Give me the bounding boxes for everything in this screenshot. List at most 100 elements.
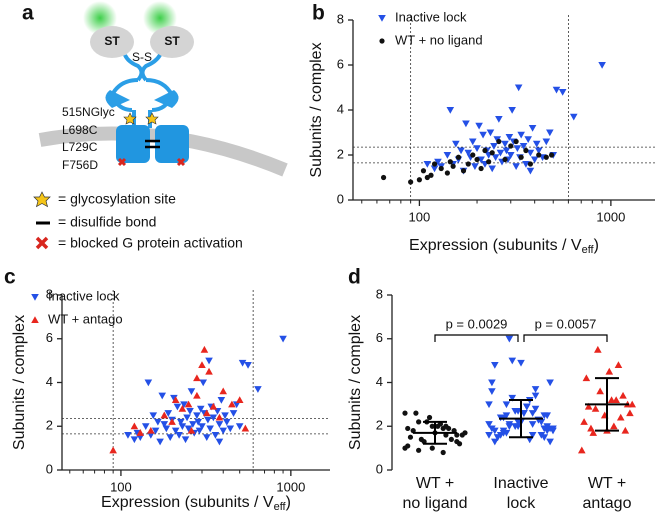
significance-bracket bbox=[523, 334, 608, 342]
point bbox=[440, 449, 446, 456]
x-tick-label: WT + bbox=[588, 475, 626, 492]
point bbox=[501, 140, 509, 148]
point bbox=[407, 434, 414, 440]
point bbox=[513, 145, 522, 153]
point bbox=[591, 404, 600, 412]
point bbox=[610, 422, 618, 430]
point bbox=[184, 400, 193, 408]
y-tick-label: 6 bbox=[46, 330, 53, 345]
point bbox=[209, 414, 218, 422]
point bbox=[491, 438, 499, 446]
point bbox=[109, 446, 117, 454]
point bbox=[219, 427, 228, 435]
point bbox=[532, 140, 541, 148]
x-tick-label: Inactive bbox=[493, 475, 548, 492]
point bbox=[508, 357, 517, 365]
x-label-main: Expression (subunits / V bbox=[101, 494, 274, 511]
point bbox=[416, 447, 422, 453]
point bbox=[219, 387, 228, 395]
point bbox=[193, 412, 201, 420]
point bbox=[478, 165, 484, 172]
point bbox=[511, 423, 519, 431]
point bbox=[193, 374, 201, 382]
x-axis-label: Expression (subunits / Veff) bbox=[409, 237, 599, 256]
y-tick-label: 2 bbox=[337, 146, 344, 161]
point bbox=[619, 391, 627, 399]
point bbox=[470, 152, 476, 158]
point bbox=[616, 413, 625, 421]
panel-label: b bbox=[312, 2, 325, 25]
point bbox=[542, 138, 551, 146]
point bbox=[473, 145, 481, 153]
point bbox=[543, 154, 549, 160]
point bbox=[429, 423, 435, 429]
point bbox=[523, 403, 531, 411]
point bbox=[496, 138, 502, 145]
point bbox=[569, 113, 578, 121]
point bbox=[549, 425, 557, 433]
legend-text: = disulfide bond bbox=[58, 214, 156, 230]
point bbox=[546, 438, 554, 446]
point bbox=[149, 412, 158, 420]
blocked-g bbox=[176, 157, 186, 167]
mutation-label: F756D bbox=[62, 158, 98, 172]
point bbox=[232, 401, 241, 409]
p-value: p = 0.0057 bbox=[535, 316, 597, 331]
y-tick-label: 2 bbox=[46, 418, 53, 433]
point bbox=[607, 396, 616, 403]
point bbox=[589, 429, 598, 436]
point bbox=[598, 62, 606, 69]
point bbox=[147, 432, 155, 439]
point bbox=[475, 122, 483, 130]
point bbox=[405, 425, 411, 432]
point bbox=[180, 401, 188, 409]
bond-label: S-S bbox=[132, 50, 152, 64]
point bbox=[526, 167, 535, 175]
point bbox=[465, 161, 471, 167]
point bbox=[154, 418, 162, 426]
point bbox=[543, 423, 551, 431]
y-tick-label: 4 bbox=[376, 374, 383, 389]
point bbox=[176, 418, 185, 426]
point bbox=[413, 410, 419, 416]
legend-text: = blocked G protein activation bbox=[58, 235, 243, 251]
legend-label: Inactive lock bbox=[395, 9, 467, 24]
point bbox=[528, 421, 537, 428]
x-label-sub: eff bbox=[582, 244, 595, 256]
lobe bbox=[154, 90, 179, 108]
point bbox=[462, 430, 468, 436]
y-tick-label: 2 bbox=[376, 418, 383, 433]
transmembrane-domain bbox=[116, 125, 150, 163]
point bbox=[202, 434, 211, 441]
point bbox=[587, 424, 595, 432]
point bbox=[488, 388, 496, 396]
point bbox=[199, 379, 208, 387]
point bbox=[448, 436, 454, 442]
point bbox=[528, 125, 537, 132]
point bbox=[136, 434, 145, 441]
point bbox=[423, 161, 432, 168]
point bbox=[416, 177, 423, 183]
legend-label: Inactive lock bbox=[48, 288, 120, 303]
domain-label: ST bbox=[104, 34, 120, 48]
point bbox=[580, 418, 588, 425]
point bbox=[147, 426, 155, 434]
point bbox=[531, 386, 540, 393]
point bbox=[215, 421, 224, 428]
point bbox=[582, 374, 591, 382]
point bbox=[514, 418, 522, 426]
point bbox=[420, 168, 427, 174]
point bbox=[558, 89, 567, 96]
point bbox=[202, 409, 211, 417]
point bbox=[428, 172, 434, 178]
point bbox=[626, 409, 634, 417]
point bbox=[380, 174, 387, 181]
point bbox=[505, 335, 514, 343]
point bbox=[517, 131, 525, 139]
point bbox=[522, 161, 530, 168]
point bbox=[502, 401, 511, 409]
point bbox=[434, 158, 442, 166]
point bbox=[508, 107, 516, 114]
point bbox=[511, 407, 519, 415]
point bbox=[130, 436, 139, 444]
